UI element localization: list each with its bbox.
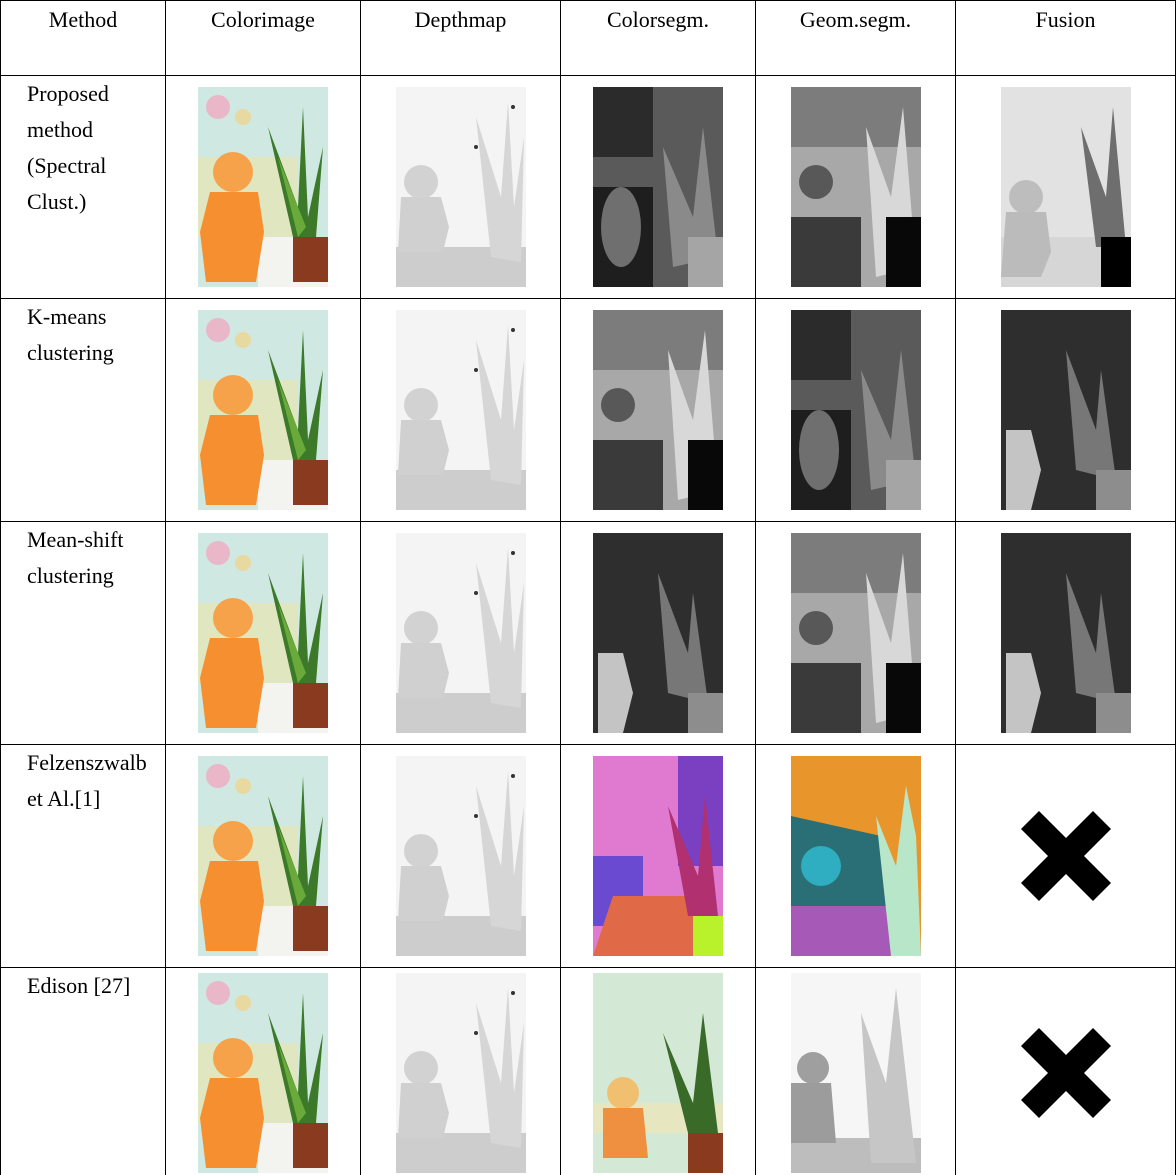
text-line: Clust.) [27, 189, 87, 214]
result-image [790, 310, 921, 510]
result-image [395, 87, 526, 287]
image-cell [560, 967, 756, 1175]
result-image [593, 533, 723, 733]
header-row: Method Colorimage Depthmap Colorsegm. Geom.s… [0, 0, 1176, 76]
text-line: Fusion [1035, 7, 1096, 32]
method-cell: Felzenszwalb et Al.[1] [0, 744, 166, 968]
result-image [790, 87, 921, 287]
table-row: Edison [27] [0, 967, 1176, 1175]
text-line: Color [606, 7, 658, 32]
header-cell: Depthmap [360, 0, 561, 76]
image-cell [360, 521, 561, 745]
image-cell [755, 298, 956, 522]
unavailable-mark [1020, 811, 1111, 901]
result-image [395, 310, 526, 510]
result-image [198, 310, 328, 510]
header-cell: Fusion [955, 0, 1176, 76]
image-cell [165, 521, 361, 745]
image-cell [755, 744, 956, 968]
image-cell [360, 967, 561, 1175]
text-line: segm. [657, 7, 710, 32]
table-row: K-means clustering [0, 298, 1176, 522]
image-cell [755, 75, 956, 299]
text-line: clustering [27, 340, 114, 365]
result-image [790, 756, 921, 956]
text-line: map [468, 7, 507, 32]
result-image [395, 973, 526, 1173]
image-cell [165, 75, 361, 299]
table-row: Proposed method (Spectral Clust.) [0, 75, 1176, 299]
image-cell [560, 298, 756, 522]
text-line: clustering [27, 563, 114, 588]
image-cell [755, 967, 956, 1175]
result-image [198, 973, 328, 1173]
method-cell: Edison [27] [0, 967, 166, 1175]
text-line: Method [48, 7, 118, 32]
image-cell [955, 75, 1176, 299]
text-line: Mean-shift [27, 527, 124, 552]
text-line: Color [211, 7, 262, 32]
text-line: Proposed [27, 81, 109, 106]
text-line: Felzenszwalb [27, 750, 147, 775]
image-cell [560, 75, 756, 299]
image-cell [165, 298, 361, 522]
image-cell [165, 967, 361, 1175]
image-cell [360, 75, 561, 299]
table-row: Felzenszwalb et Al.[1] [0, 744, 1176, 968]
header-cell: Method [0, 0, 166, 76]
image-cell [955, 967, 1176, 1175]
image-cell [165, 744, 361, 968]
result-image [1000, 310, 1131, 510]
result-image [790, 973, 921, 1173]
text-line: image [261, 7, 315, 32]
image-cell [955, 298, 1176, 522]
text-line: method [27, 117, 93, 142]
text-line: Edison [27] [27, 973, 131, 998]
method-cell: K-means clustering [0, 298, 166, 522]
header-cell: Colorimage [165, 0, 361, 76]
result-image [593, 756, 723, 956]
unavailable-mark [1020, 1028, 1111, 1118]
result-image [395, 756, 526, 956]
header-cell: Geom.segm. [755, 0, 956, 76]
method-cell: Mean-shift clustering [0, 521, 166, 745]
text-line: et Al.[1] [27, 786, 101, 811]
image-cell [360, 298, 561, 522]
image-cell [955, 521, 1176, 745]
result-image [790, 533, 921, 733]
result-image [395, 533, 526, 733]
result-image [1000, 533, 1131, 733]
image-cell [560, 521, 756, 745]
result-image [593, 973, 723, 1173]
text-line: segm. [859, 7, 912, 32]
result-image [593, 87, 723, 287]
table-row: Mean-shift clustering [0, 521, 1176, 745]
method-cell: Proposed method (Spectral Clust.) [0, 75, 166, 299]
text-line: Depth [414, 7, 469, 32]
text-line: Geom. [799, 7, 860, 32]
result-image [198, 533, 328, 733]
text-line: (Spectral [27, 153, 107, 178]
result-image [593, 310, 723, 510]
image-cell [560, 744, 756, 968]
result-image [198, 756, 328, 956]
result-image [1000, 87, 1131, 287]
header-cell: Colorsegm. [560, 0, 756, 76]
result-image [198, 87, 328, 287]
text-line: K-means [27, 304, 107, 329]
image-cell [360, 744, 561, 968]
image-cell [755, 521, 956, 745]
image-cell [955, 744, 1176, 968]
